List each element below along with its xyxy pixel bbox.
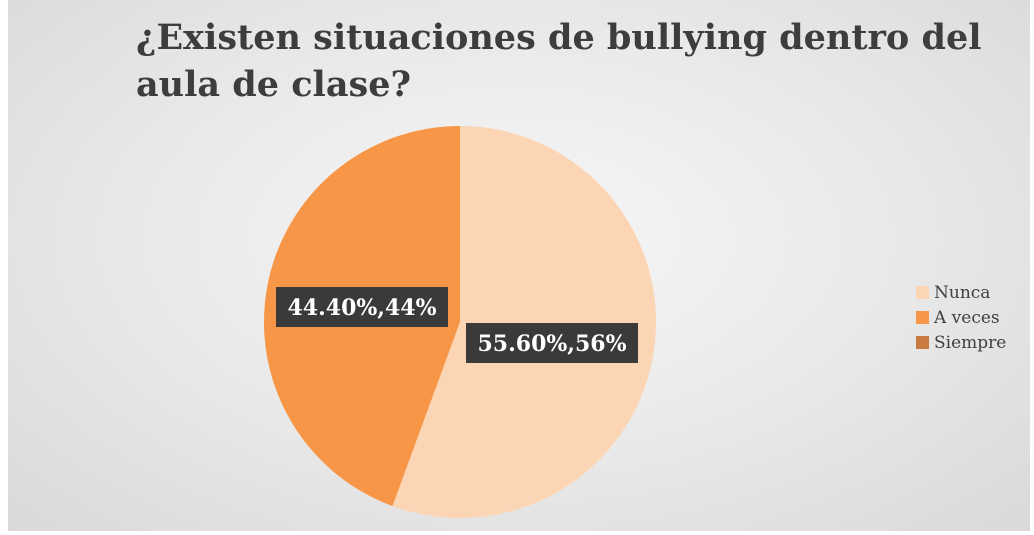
legend-swatch (916, 286, 929, 299)
svg-text:44.40%,44%: 44.40%,44% (288, 295, 437, 321)
legend-item-nunca: Nunca (916, 280, 1006, 305)
legend-swatch (916, 336, 929, 349)
legend-label: A veces (934, 307, 1000, 328)
data-label-a-veces: 44.40%,44% (276, 287, 448, 327)
legend-label: Nunca (934, 282, 991, 303)
pie-slice-nunca (392, 126, 657, 518)
legend-item-a-veces: A veces (916, 305, 1006, 330)
legend-swatch (916, 311, 929, 324)
legend-item-siempre: Siempre (916, 330, 1006, 355)
legend-label: Siempre (934, 332, 1007, 353)
chart-title: ¿Existen situaciones de bullying dentro … (136, 17, 982, 105)
chart-area: ¿Existen situaciones de bullying dentro … (8, 0, 1030, 531)
pie-chart: 55.60%,56% 44.40%,44% (264, 126, 657, 518)
data-label-nunca: 55.60%,56% (466, 323, 638, 363)
svg-text:55.60%,56%: 55.60%,56% (478, 331, 627, 357)
chart-legend: Nunca A veces Siempre (916, 280, 1006, 355)
